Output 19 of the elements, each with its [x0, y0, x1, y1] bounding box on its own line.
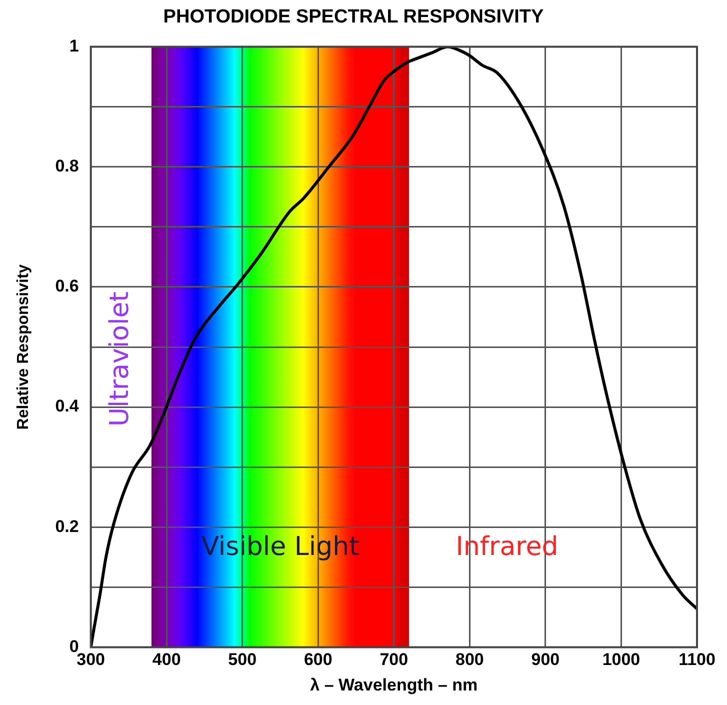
- line-series: [90, 46, 697, 648]
- x-tick-label: 900: [531, 650, 560, 670]
- y-tick-label: 0.8: [55, 156, 79, 176]
- x-tick-label: 500: [228, 650, 257, 670]
- x-tick-label: 700: [380, 650, 408, 670]
- x-tick-label: 300: [76, 650, 106, 670]
- annotation: Ultraviolet: [104, 292, 135, 427]
- y-axis-title: Relative Responsivity: [15, 264, 32, 430]
- y-tick-label: 0.2: [55, 516, 79, 536]
- y-tick-label: 0.6: [55, 276, 79, 296]
- x-axis-title: λ – Wavelength – nm: [310, 675, 478, 694]
- x-tick-label: 400: [152, 650, 181, 670]
- x-tick-label: 600: [304, 650, 332, 670]
- y-tick-label: 0.4: [55, 396, 80, 416]
- x-tick-label: 800: [456, 650, 484, 670]
- chart-title: PHOTODIODE SPECTRAL RESPONSIVITY: [163, 6, 544, 28]
- x-tick-label: 1100: [678, 650, 716, 670]
- y-tick-label: 1: [69, 36, 79, 56]
- x-tick-label: 1000: [602, 650, 640, 670]
